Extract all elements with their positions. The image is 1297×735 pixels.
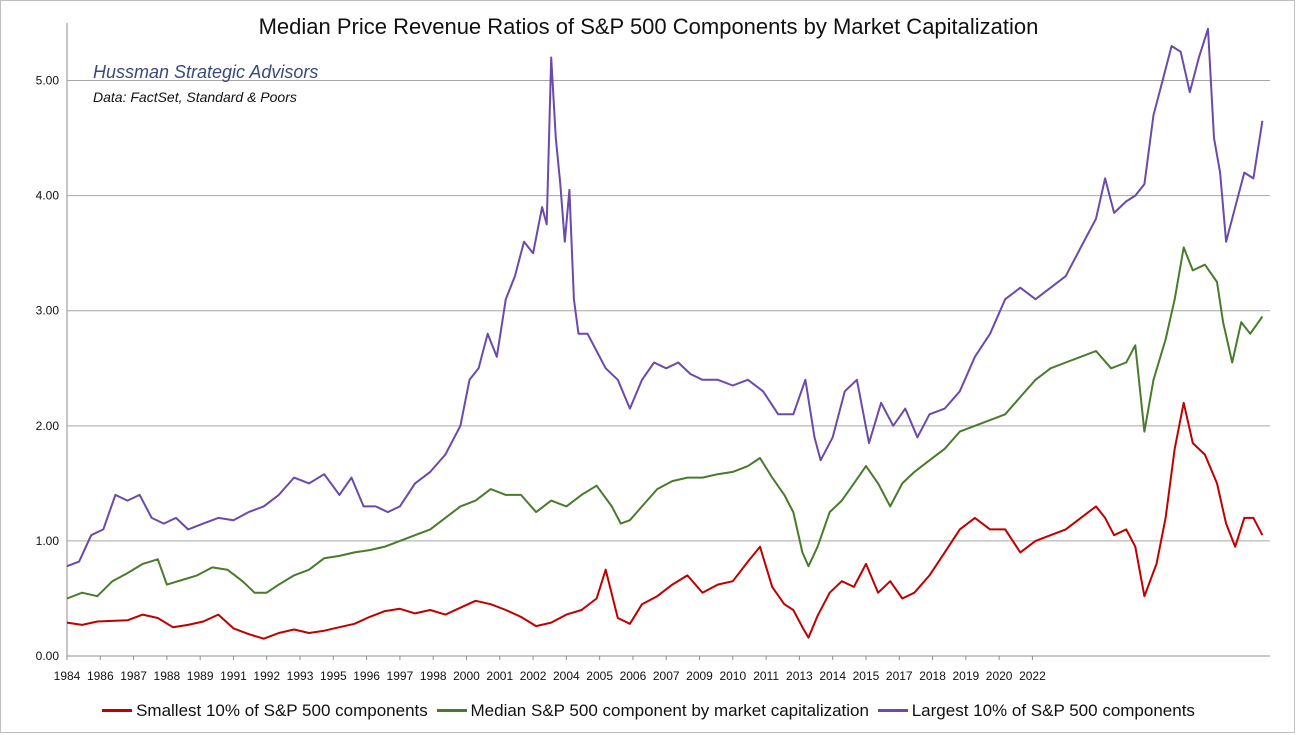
legend-swatch-smallest	[102, 709, 133, 713]
legend: Smallest 10% of S&P 500 components Media…	[0, 701, 1297, 721]
source-org: Hussman Strategic Advisors	[93, 62, 319, 82]
y-tick-label: 5.00	[36, 74, 60, 88]
x-tick-label: 1997	[387, 669, 414, 683]
x-tick-label: 2018	[919, 669, 946, 683]
x-tick-label: 2004	[553, 669, 580, 683]
x-tick-label: 1984	[54, 669, 81, 683]
x-tick-label: 2007	[653, 669, 680, 683]
x-tick-label: 2017	[886, 669, 913, 683]
x-tick-label: 1995	[320, 669, 347, 683]
x-tick-label: 2002	[520, 669, 547, 683]
x-tick-label: 2013	[786, 669, 813, 683]
x-tick-label: 2010	[719, 669, 746, 683]
gridlines	[66, 23, 1270, 657]
legend-label-largest: Largest 10% of S&P 500 components	[911, 701, 1195, 720]
x-tick-label: 1992	[253, 669, 280, 683]
x-tick-label: 2014	[819, 669, 846, 683]
legend-item-median: Median S&P 500 component by market capit…	[436, 701, 869, 721]
x-tick-label: 2006	[620, 669, 647, 683]
chart-title: Median Price Revenue Ratios of S&P 500 C…	[258, 14, 1039, 39]
source-data: Data: FactSet, Standard & Poors	[93, 89, 297, 105]
series-line-median	[66, 246, 1264, 600]
legend-swatch-median	[436, 709, 467, 713]
legend-item-largest: Largest 10% of S&P 500 components	[877, 701, 1195, 721]
x-tick-label: 1991	[220, 669, 247, 683]
x-tick-label: 1998	[420, 669, 447, 683]
x-tick-label: 2015	[853, 669, 880, 683]
x-tick-label: 2011	[753, 669, 779, 683]
x-tick-label: 1993	[287, 669, 314, 683]
legend-label-smallest: Smallest 10% of S&P 500 components	[136, 701, 428, 720]
x-tick-label: 1989	[187, 669, 214, 683]
series-lines	[66, 27, 1264, 640]
y-tick-label: 3.00	[36, 304, 60, 318]
series-line-smallest	[66, 401, 1264, 640]
x-tick-label: 1986	[87, 669, 114, 683]
y-tick-label: 4.00	[36, 189, 60, 203]
x-tick-label: 1987	[120, 669, 147, 683]
x-tick-label: 2001	[486, 669, 513, 683]
x-tick-label: 2005	[586, 669, 613, 683]
y-tick-label: 0.00	[36, 649, 60, 663]
x-tick-label: 2019	[952, 669, 979, 683]
x-tick-label: 2022	[1019, 669, 1046, 683]
x-tick-label: 2020	[986, 669, 1013, 683]
legend-swatch-largest	[877, 709, 908, 713]
series-line-largest	[66, 27, 1264, 568]
x-tick-label: 1996	[353, 669, 380, 683]
y-tick-label: 2.00	[36, 419, 60, 433]
y-tick-label: 1.00	[36, 534, 60, 548]
y-axis: 0.00 1.00 2.00 3.00 4.00 5.00	[36, 74, 60, 663]
x-axis: 1984 1986 1987 1988 1989 1991 1992 1993 1995 1996…	[54, 656, 1046, 683]
x-tick-label: 2009	[686, 669, 713, 683]
legend-item-smallest: Smallest 10% of S&P 500 components	[102, 701, 428, 721]
x-tick-label: 2000	[453, 669, 480, 683]
x-tick-label: 1988	[154, 669, 181, 683]
legend-label-median: Median S&P 500 component by market capit…	[470, 701, 869, 720]
